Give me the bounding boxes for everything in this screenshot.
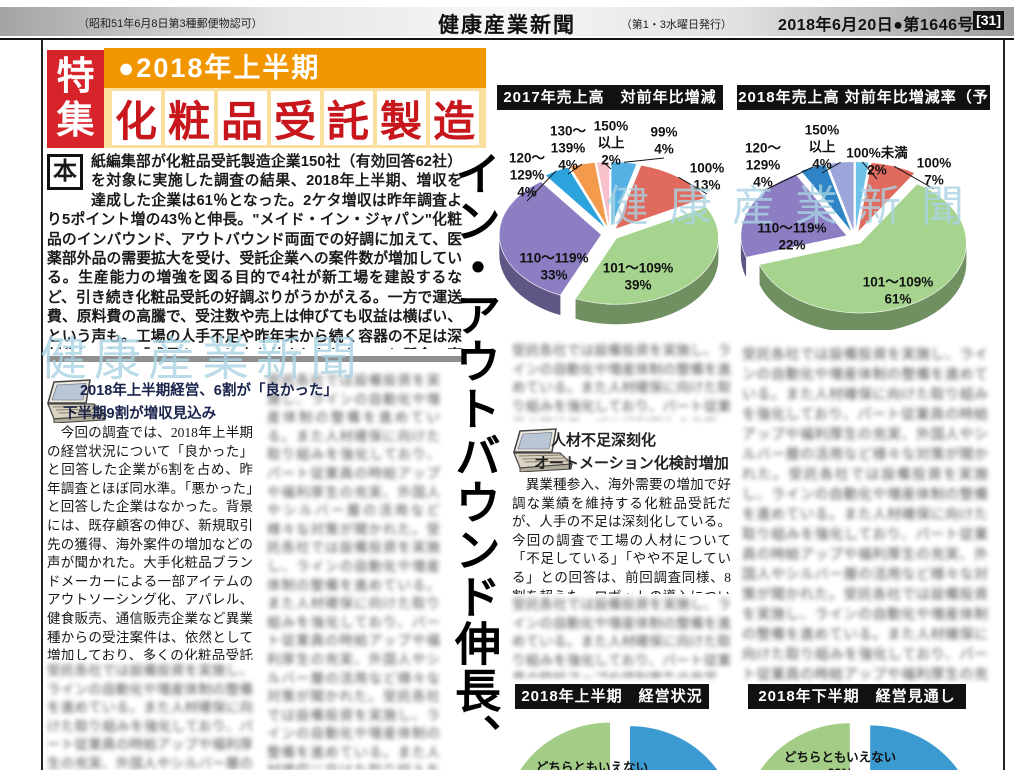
svg-text:101～109%39%: 101～109% 39% [603,260,674,292]
svg-text:150%以上2%: 150%以上 2% [594,118,629,167]
chart3-title-bar: 2018年上半期 経営状況 [515,684,709,709]
page-number-badge: [31] [973,11,1004,30]
feature-title-char: 製 [376,91,426,146]
article-column2-blurred: 受託各社では設備投資を実施し、ラインの自動化や増産体制の整備を進めている。また人… [267,373,440,770]
masthead-issue-note: （第1・3水曜日発行） [620,19,732,31]
feature-title-char: 託 [323,91,373,146]
pie-chart-2018-sales-forecast: 100%未満 2% 100% 7% 101～109% 61% 110～119% 22% 120～… [740,122,967,330]
masthead-divider [0,38,1014,40]
masthead-date: 2018年6月20日●第1646号 [777,17,974,34]
pie-chart-h1-business-conditions: どちらともいえない [519,721,718,770]
center-column-blurred-top: 受託各社では設備投資を実施し、ラインの自動化や増産体制の整備を進めている。また人… [512,343,731,420]
feature-title-char: 造 [429,91,479,146]
lead-paragraph: 本紙編集部が化粧品受託製造企業150社（有効回答62社）を対象に実施した調査の結… [47,153,462,349]
subheadline2-line1: 人材不足深刻化 [551,432,657,449]
feature-title-char: 化 [111,91,161,146]
right-column-blurred: 受託各社では設備投資を実施し、ラインの自動化や増産体制の整備を進めている。また人… [742,348,988,680]
feature-tag-char: 特 [56,56,95,98]
subheadline2-line2: オートメーション化検討増加 [534,455,729,472]
laptop-icon [513,428,574,472]
svg-text:100%7%: 100% 7% [917,155,952,187]
feature-title-char: 受 [270,91,320,146]
vertical-headline: イン・アウトバウンド伸長、6割 [449,150,500,761]
laptop-icon [47,379,108,423]
feature-title-char: 品 [217,91,267,146]
article1-body: 今回の調査では、2018年上半期の経営状況について「良かった」と回答した企業が6… [47,425,253,660]
svg-text:120～129%4%: 120～ 129% 4% [509,150,546,199]
feature-period-banner: ●2018年上半期 [104,48,486,88]
subheadline1-line2: 下半期9割が増収見込み [63,406,217,422]
feature-tag-char: 集 [56,100,95,142]
svg-text:101～109%61%: 101～109% 61% [863,274,934,306]
svg-text:120～129%4%: 120～ 129% 4% [745,140,782,189]
feature-title-char: 粧 [164,91,214,146]
masthead: （昭和51年6月8日第3種郵便物認可） 健康産業新聞 （第1・3水曜日発行） 2… [0,7,1014,37]
chart2-title-bar: 2018年売上高 対前年比増減率（予想） [737,85,990,131]
feature-title: 化 粧 品 受 託 製 造 [104,88,486,148]
svg-text:どちらともいえない22%: どちらともいえない22% [784,751,896,770]
chart1-title-bar: 2017年売上高 対前年比増減率 [497,85,723,131]
page-border-left [41,40,43,770]
page-border-right [1003,40,1005,770]
section-rule [47,356,462,362]
svg-text:99%4%: 99% 4% [650,124,677,156]
svg-text:150%以上4%: 150%以上 4% [805,122,840,171]
article2-blurred-continuation: 受託各社では設備投資を実施し、ラインの自動化や増産体制の整備を進めている。また人… [512,597,731,678]
article2-body: 異業種参入、海外需要の増加で好調な業績を維持する化粧品受託だが、人手の不足は深刻… [512,477,731,594]
lead-dropcap: 本 [47,154,83,190]
pie-chart-2017-sales: 99% 4% 100% 13% 101～109% 39% 110～119% 33% 120～ 12… [499,118,725,325]
svg-text:100%13%: 100% 13% [690,160,725,192]
svg-text:100%未満2%: 100%未満 2% [846,144,908,177]
feature-tag: 特 集 [47,50,104,148]
article1-blurred-continuation: 受託各社では設備投資を実施し、ラインの自動化や増産体制の整備を進めている。また人… [47,663,253,770]
svg-text:110～119%22%: 110～119% 22% [757,220,826,252]
newspaper-title: 健康産業新聞 [438,13,576,37]
chart4-title-bar: 2018年下半期 経営見通し [748,684,966,709]
lead-text: 紙編集部が化粧品受託製造企業150社（有効回答62社）を対象に実施した調査の結果… [47,154,462,349]
pie-chart-h2-business-outlook: どちらともいえない22% [759,722,959,770]
subheadline1-line1: 2018年上半期経営、6割が「良かった」 [80,383,338,399]
svg-text:130～139%4%: 130～ 139% 4% [550,123,587,172]
masthead-permit-note: （昭和51年6月8日第3種郵便物認可） [78,18,263,30]
svg-text:110～119%33%: 110～119% 33% [519,250,588,282]
svg-text:どちらともいえない: どちらともいえない [536,761,648,770]
